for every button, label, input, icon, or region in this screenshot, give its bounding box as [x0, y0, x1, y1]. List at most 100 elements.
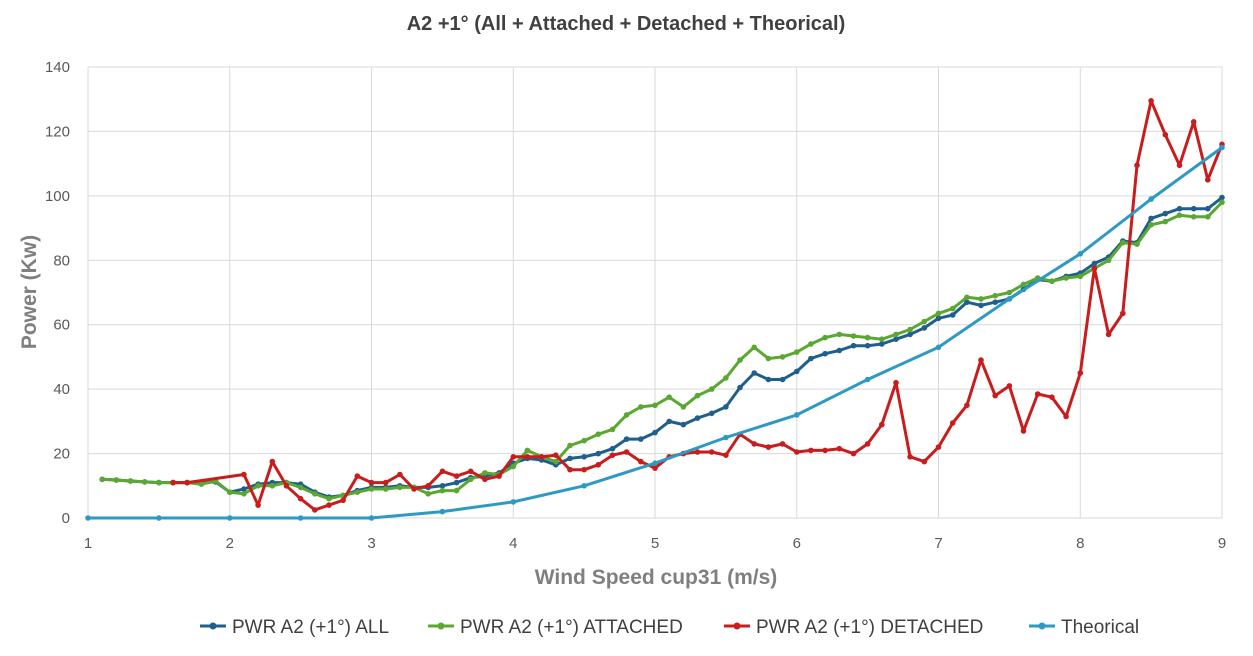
data-point — [850, 342, 857, 349]
data-point — [1148, 98, 1154, 104]
data-point — [694, 449, 701, 455]
data-point — [297, 484, 304, 491]
data-point — [893, 336, 899, 343]
data-point — [1205, 177, 1211, 183]
data-point — [1162, 210, 1169, 217]
data-point — [227, 515, 233, 521]
data-point — [921, 318, 928, 325]
data-point — [1205, 214, 1211, 220]
data-point — [113, 477, 120, 483]
data-point — [1034, 391, 1041, 397]
data-point — [482, 470, 488, 476]
data-point — [510, 454, 517, 460]
data-point — [1205, 205, 1211, 212]
data-point — [397, 471, 403, 478]
data-point — [425, 483, 432, 489]
data-point — [567, 442, 573, 449]
data-point — [1176, 212, 1183, 218]
data-point — [907, 326, 913, 333]
data-point — [538, 454, 545, 460]
data-point — [198, 481, 205, 488]
data-point — [524, 454, 531, 460]
data-point — [978, 357, 984, 363]
data-point — [1120, 239, 1126, 246]
data-point — [1020, 281, 1027, 288]
data-point — [964, 294, 970, 301]
data-point — [99, 476, 105, 483]
data-point — [567, 466, 573, 473]
data-point — [623, 412, 630, 418]
data-point — [439, 508, 446, 515]
data-point — [779, 354, 786, 360]
chart-legend: PWR A2 (+1°) ALL PWR A2 (+1°) ATTACHED PWR… — [200, 617, 1139, 638]
data-point — [694, 415, 701, 421]
data-point — [297, 515, 304, 521]
data-point — [496, 473, 502, 479]
legend-label: PWR A2 (+1°) ALL — [232, 617, 389, 638]
legend-item[interactable]: PWR A2 (+1°) ALL — [200, 617, 389, 638]
data-point — [723, 434, 729, 441]
data-point — [467, 476, 474, 483]
data-point — [1190, 205, 1197, 212]
x-tick-label: 8 — [1076, 535, 1084, 552]
data-point — [978, 296, 984, 302]
data-point — [453, 473, 460, 479]
data-point — [808, 447, 814, 454]
data-point — [524, 447, 531, 454]
data-point — [737, 384, 743, 391]
data-point — [751, 441, 757, 447]
data-point — [779, 441, 786, 447]
data-point — [992, 392, 998, 399]
data-point — [255, 483, 261, 489]
data-point — [907, 454, 913, 460]
data-point — [553, 458, 559, 465]
data-point — [864, 342, 871, 349]
data-point — [439, 468, 446, 475]
chart-title: A2 +1° (All + Attached + Detached + Theo… — [407, 13, 846, 35]
x-tick-label: 1 — [84, 535, 92, 552]
y-tick-label: 100 — [45, 188, 70, 205]
data-point — [765, 355, 772, 362]
data-point — [1091, 265, 1098, 272]
data-point — [1219, 194, 1225, 201]
data-point — [964, 402, 970, 409]
data-point — [638, 404, 644, 410]
data-point — [595, 450, 602, 457]
data-point — [467, 468, 474, 475]
legend-point-marker — [733, 622, 741, 630]
data-point — [184, 479, 190, 486]
legend-item[interactable]: PWR A2 (+1°) DETACHED — [724, 617, 983, 638]
data-point — [638, 436, 644, 442]
data-point — [1190, 214, 1197, 220]
data-point — [411, 486, 417, 492]
data-point — [510, 499, 517, 505]
series-line — [102, 196, 1223, 499]
data-point — [850, 450, 857, 457]
data-point — [794, 368, 800, 375]
data-point — [241, 491, 247, 497]
data-point — [510, 463, 517, 470]
data-point — [453, 479, 460, 486]
data-point — [680, 404, 687, 410]
data-point — [354, 489, 361, 496]
data-point — [1077, 273, 1084, 280]
data-point — [581, 483, 587, 489]
data-point — [581, 466, 587, 473]
data-point — [879, 341, 885, 347]
x-tick-label: 7 — [934, 535, 942, 552]
gridlines — [87, 66, 1223, 519]
y-tick-label: 140 — [45, 59, 70, 76]
legend-item[interactable]: Theorical — [1029, 617, 1139, 638]
data-point — [1148, 196, 1154, 202]
y-tick-label: 0 — [62, 510, 70, 527]
data-point — [1049, 278, 1055, 285]
data-point — [723, 375, 729, 381]
data-point — [708, 410, 715, 417]
data-point — [893, 331, 899, 338]
y-tick-label: 120 — [45, 123, 70, 140]
y-tick-label: 80 — [53, 252, 70, 269]
data-point — [439, 483, 446, 489]
data-point — [822, 447, 828, 454]
data-point — [1105, 257, 1112, 264]
legend-item[interactable]: PWR A2 (+1°) ATTACHED — [428, 617, 683, 638]
